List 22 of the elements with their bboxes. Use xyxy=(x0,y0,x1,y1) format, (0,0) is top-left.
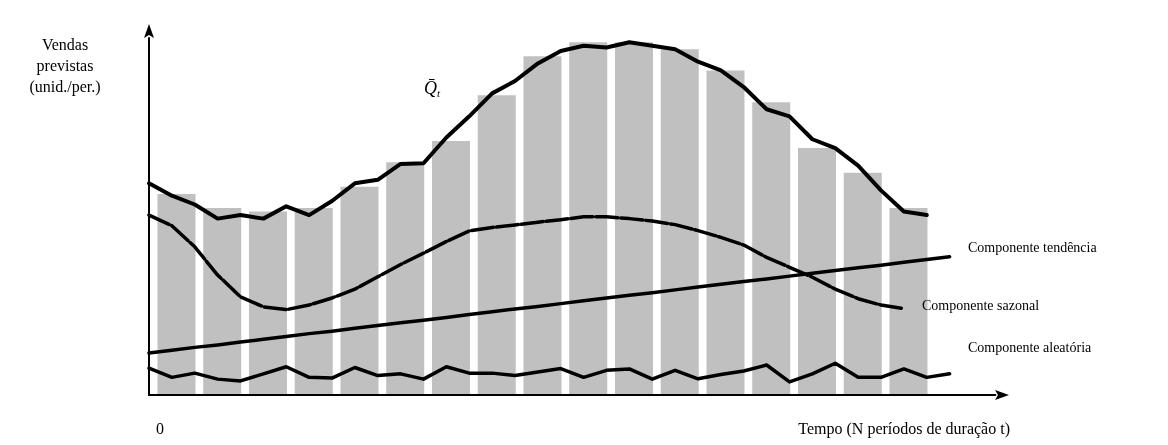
bar xyxy=(523,56,562,395)
bar xyxy=(843,172,882,395)
bar xyxy=(386,162,425,395)
bar xyxy=(706,70,745,395)
bar xyxy=(477,95,516,395)
series-label: Componente sazonal xyxy=(922,297,1040,313)
bar xyxy=(569,42,608,395)
y-axis-title: Vendas previstas (unid./per.) xyxy=(29,35,101,96)
bar xyxy=(203,208,242,395)
bar xyxy=(157,193,196,395)
bar xyxy=(248,211,287,395)
text: 0 xyxy=(156,419,164,437)
x-axis-title: Tempo (N períodos de duração t) xyxy=(798,419,1010,438)
bar xyxy=(797,148,836,395)
bar xyxy=(294,208,333,395)
bar xyxy=(340,186,379,395)
bar xyxy=(614,42,653,395)
bar xyxy=(752,102,791,395)
series-label: Componente aleatória xyxy=(968,339,1093,355)
bar xyxy=(660,49,699,395)
bar xyxy=(431,141,470,395)
series-label: Componente tendência xyxy=(968,239,1098,255)
